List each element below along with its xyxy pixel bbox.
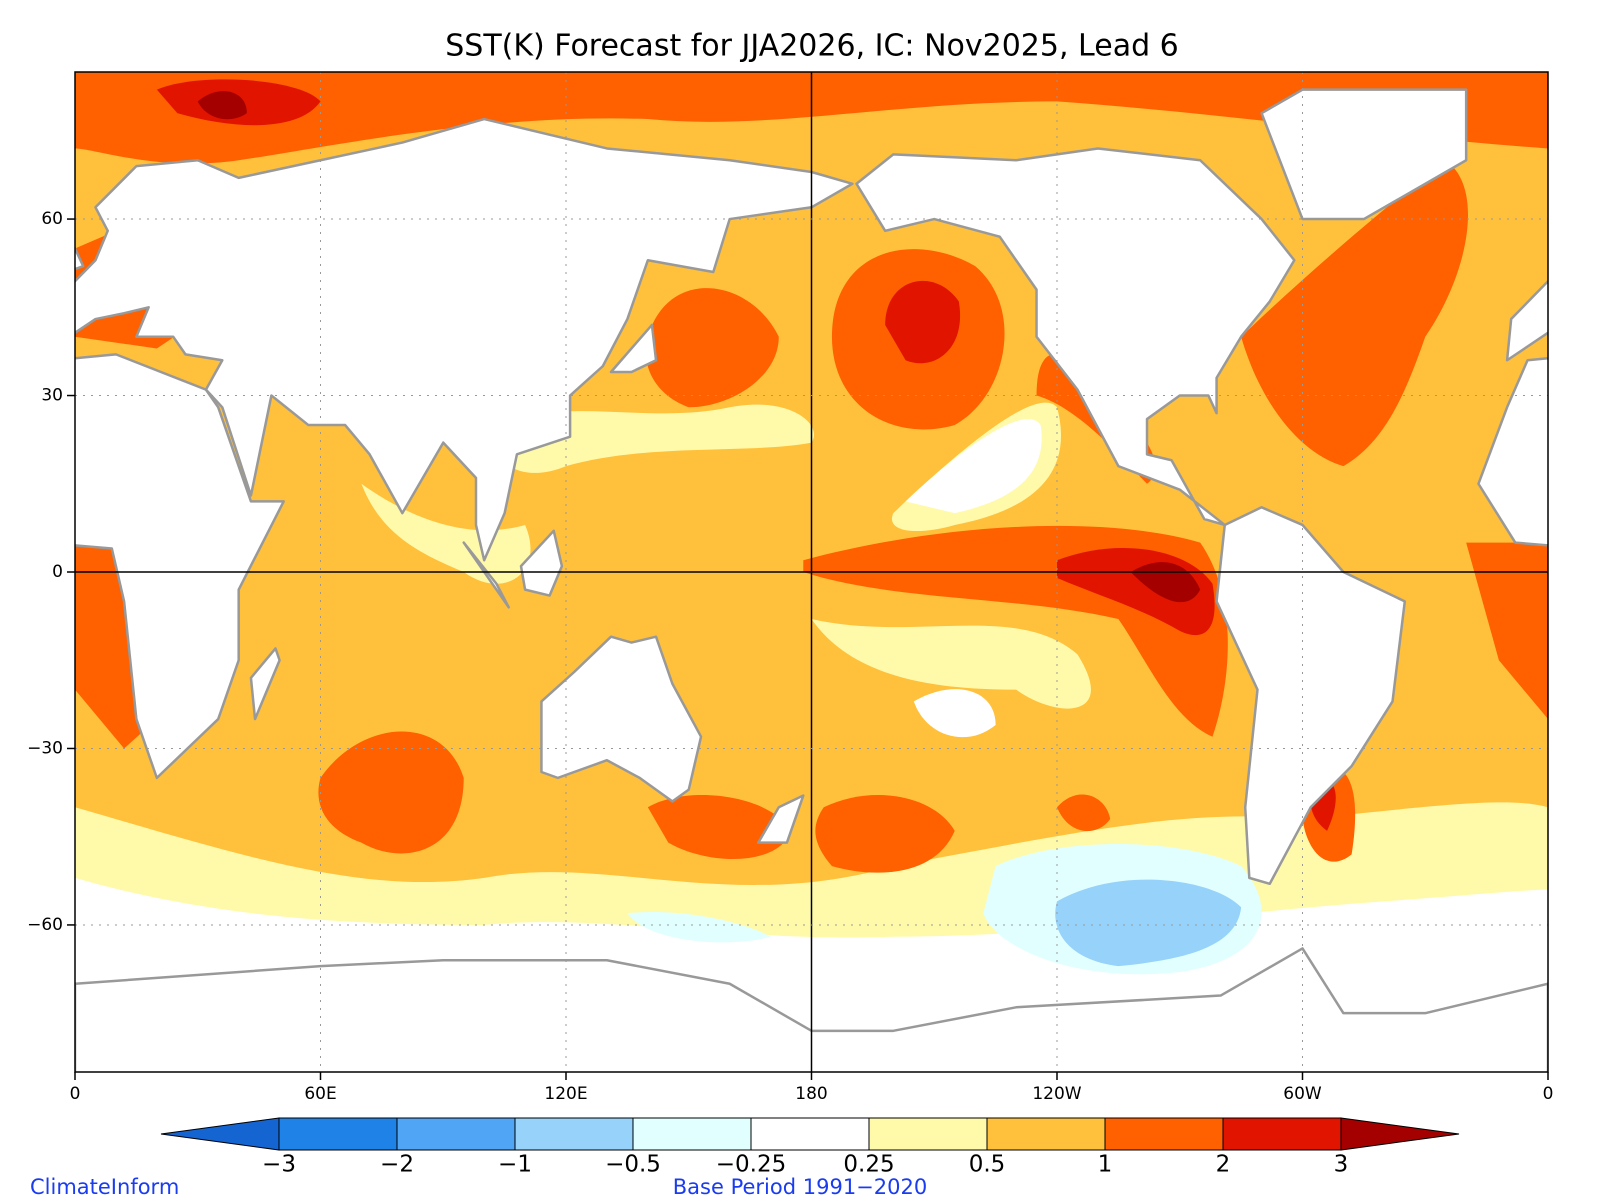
field-orange xyxy=(1241,160,1469,467)
footer-right: Base Period 1991−2020 xyxy=(673,1175,927,1199)
colorbar-box xyxy=(986,1117,1106,1151)
colorbar-label: 3 xyxy=(1334,1152,1349,1178)
land xyxy=(541,637,701,802)
colorbar-label: −0.25 xyxy=(716,1152,786,1178)
colorbar: −3 −2 −1 −0.5 −0.25 0.25 0.5 1 2 3 xyxy=(160,1117,1460,1178)
field-orange xyxy=(1466,542,1548,720)
field-orange xyxy=(647,795,792,859)
colorbar-box xyxy=(868,1117,988,1151)
colorbar-extend-high xyxy=(1340,1117,1460,1151)
footer-left: ClimateInform xyxy=(30,1175,179,1199)
colorbar-label: 2 xyxy=(1216,1152,1231,1178)
field-orange xyxy=(815,795,955,873)
colorbar-box xyxy=(1222,1117,1342,1151)
colorbar-label: −2 xyxy=(380,1152,414,1178)
colorbar-label: 1 xyxy=(1098,1152,1113,1178)
x-tick-label: 120E xyxy=(544,1084,587,1104)
x-tick-label: 60W xyxy=(1283,1084,1322,1104)
land xyxy=(75,948,1548,1072)
colorbar-box xyxy=(1104,1117,1224,1151)
x-tick-label: 0 xyxy=(1543,1084,1554,1104)
y-tick-label: 60 xyxy=(41,209,63,229)
land xyxy=(1217,507,1405,883)
land xyxy=(75,119,852,560)
field-orange xyxy=(75,72,1548,164)
colorbar-box xyxy=(750,1117,870,1151)
axes: 0 60E 120E 180 120W 60W 0 −60 −30 0 30 60 xyxy=(27,209,1553,1104)
field-yellow xyxy=(499,404,815,473)
colorbar-box xyxy=(514,1117,634,1151)
x-tick-label: 0 xyxy=(70,1084,81,1104)
colorbar-label: −1 xyxy=(498,1152,532,1178)
field-white xyxy=(913,689,996,738)
field-yellow xyxy=(811,619,1091,709)
chart-title: SST(K) Forecast for JJA2026, IC: Nov2025… xyxy=(445,29,1179,64)
field-orange xyxy=(1057,794,1111,832)
land xyxy=(857,148,1295,524)
colorbar-label: −3 xyxy=(262,1152,296,1178)
colorbar-box xyxy=(396,1117,516,1151)
colorbar-label: 0.25 xyxy=(843,1152,894,1178)
colorbar-label: 0.5 xyxy=(969,1152,1006,1178)
x-tick-label: 60E xyxy=(304,1084,336,1104)
grid xyxy=(75,72,1548,1072)
y-tick-label: 0 xyxy=(52,562,63,582)
colorbar-label: −0.5 xyxy=(605,1152,661,1178)
colorbar-box xyxy=(278,1117,398,1151)
land xyxy=(75,231,803,843)
field-cool xyxy=(627,912,771,943)
field-yellow xyxy=(361,483,531,584)
field-orange xyxy=(318,731,464,854)
x-tick-label: 120W xyxy=(1032,1084,1081,1104)
map xyxy=(75,72,1548,1072)
y-tick-label: −30 xyxy=(27,738,63,758)
field-darkred xyxy=(197,91,247,120)
field-orange xyxy=(645,288,779,408)
land xyxy=(75,354,283,778)
field-white xyxy=(905,419,1042,514)
y-tick-label: 30 xyxy=(41,386,63,406)
y-tick-label: −60 xyxy=(27,915,63,935)
field-cool xyxy=(1055,879,1242,967)
x-tick-label: 180 xyxy=(795,1084,827,1104)
colorbar-extend-low xyxy=(160,1117,280,1151)
colorbar-box xyxy=(632,1117,752,1151)
map-field xyxy=(75,72,1548,1072)
field-red xyxy=(885,280,961,364)
